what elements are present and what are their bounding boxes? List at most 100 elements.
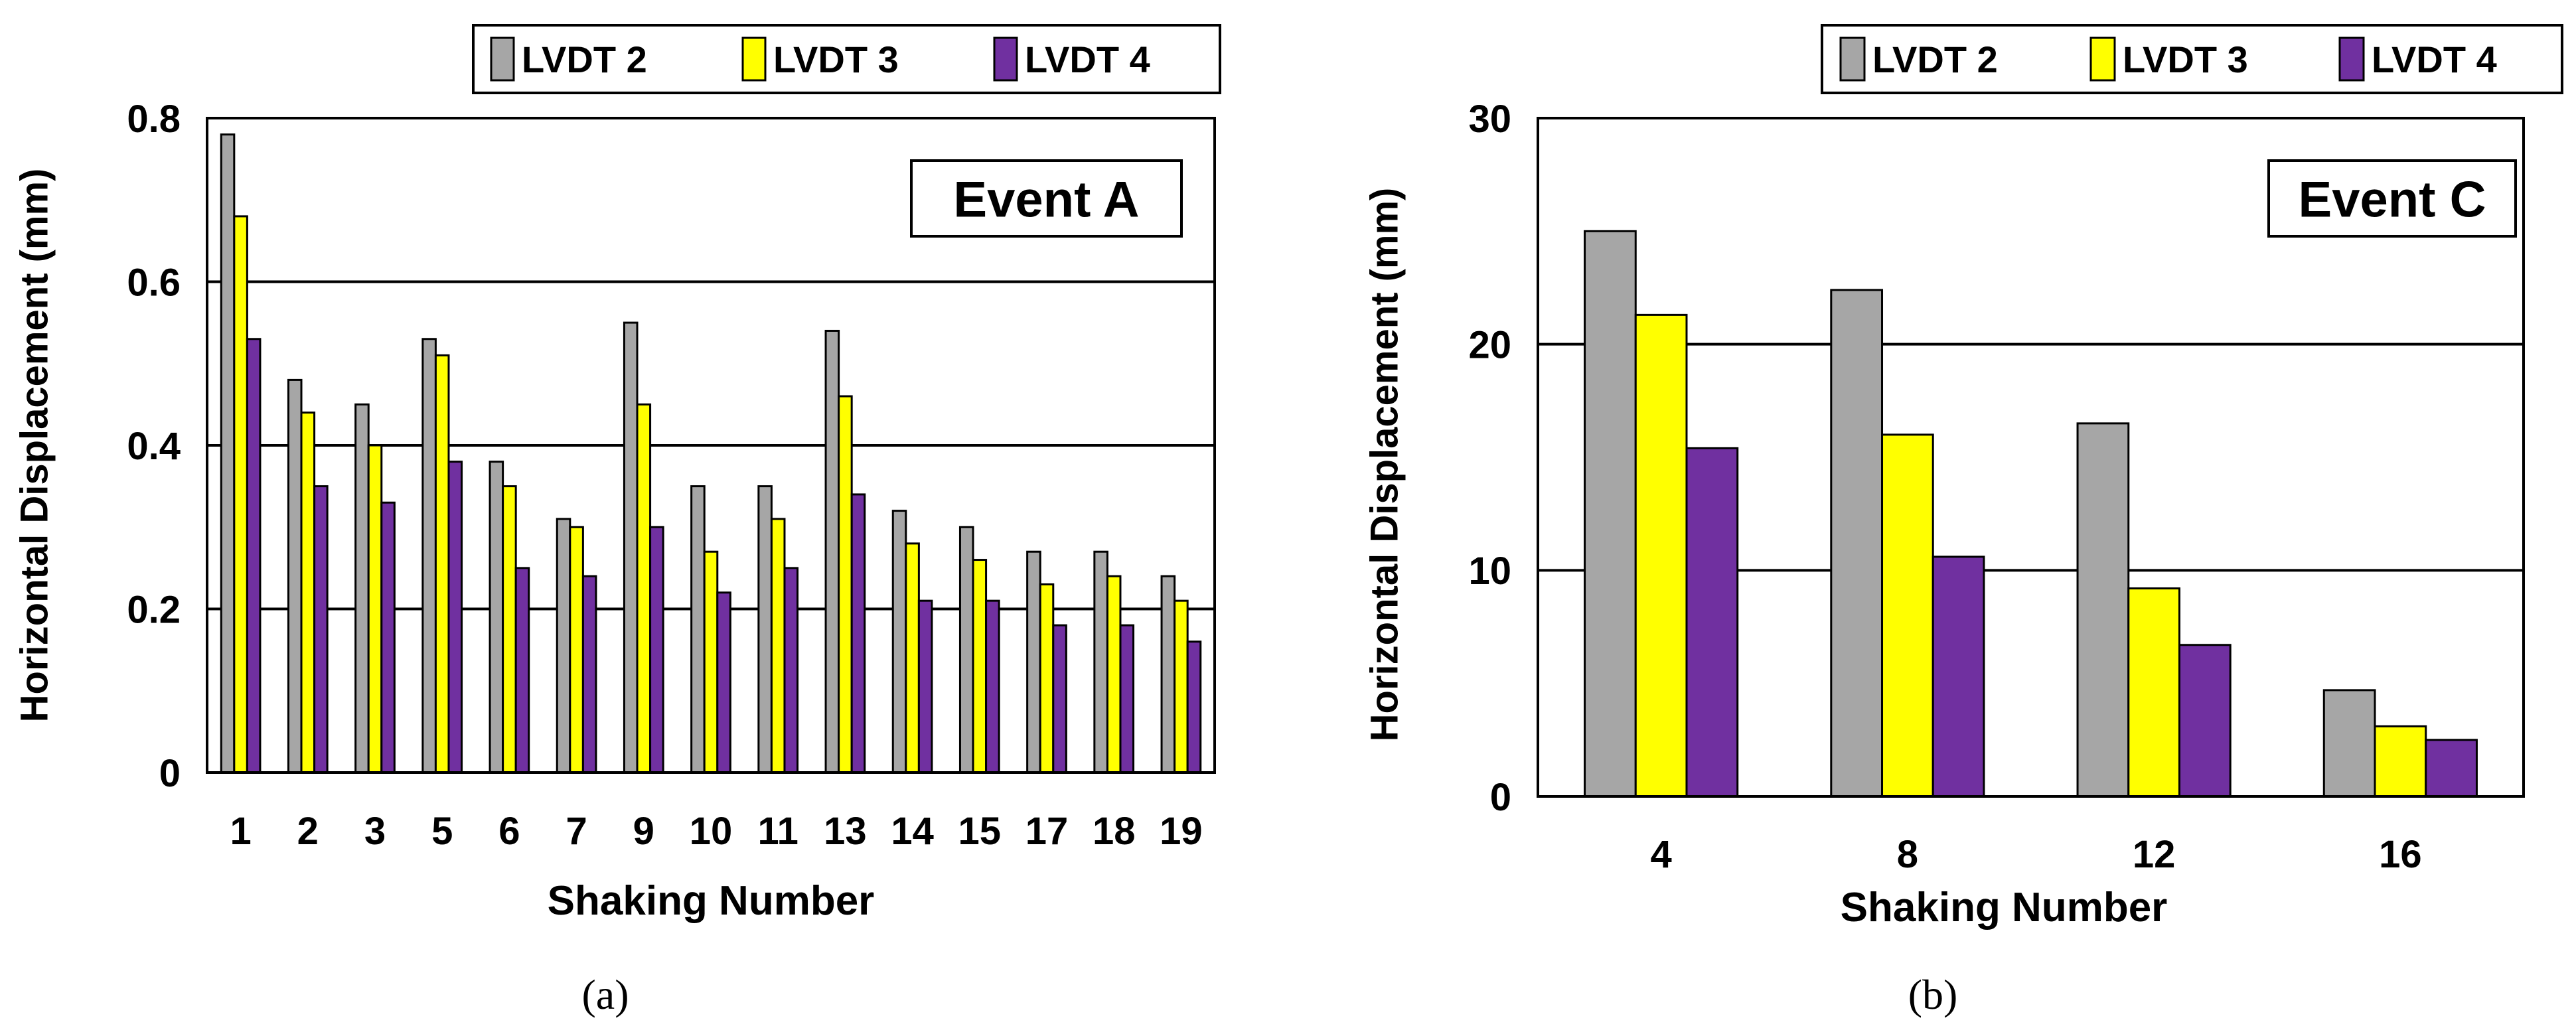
legend-box (1821, 24, 2563, 94)
x-tick-label: 6 (498, 810, 520, 853)
bar-lvdt2-15 (958, 526, 974, 774)
y-tick-label: 0 (1490, 776, 1511, 819)
bar-lvdt2-6 (489, 461, 504, 774)
bar-lvdt4-3 (380, 501, 396, 774)
legend-swatch-lvdt4 (993, 37, 1018, 82)
bar-lvdt2-14 (891, 510, 907, 774)
legend-label: LVDT 3 (773, 38, 899, 80)
y-axis-label: Horizontal Displacement (mm) (1363, 188, 1406, 742)
bar-lvdt2-4 (1584, 230, 1637, 798)
legend-label: LVDT 4 (1025, 38, 1150, 80)
bar-lvdt4-14 (917, 599, 933, 774)
bar-lvdt2-7 (556, 518, 571, 774)
x-tick-label: 14 (891, 810, 934, 853)
bar-lvdt4-6 (514, 567, 530, 774)
event-annotation: Event A (910, 159, 1183, 238)
bar-lvdt3-12 (2127, 587, 2180, 798)
x-tick-label: 13 (824, 810, 867, 853)
bar-lvdt3-15 (972, 559, 988, 774)
bar-lvdt4-8 (1932, 555, 1985, 798)
y-tick-label: 20 (1468, 324, 1511, 367)
bar-lvdt2-18 (1093, 550, 1108, 774)
bar-lvdt3-8 (1881, 433, 1934, 798)
bar-lvdt2-16 (2322, 689, 2376, 798)
legend-swatch-lvdt4 (2338, 37, 2365, 82)
bar-lvdt3-16 (2374, 725, 2427, 798)
x-tick-label: 8 (1897, 833, 1918, 876)
x-tick-label: 12 (2133, 833, 2176, 876)
bar-lvdt3-17 (1039, 583, 1055, 774)
bar-lvdt4-17 (1052, 624, 1067, 774)
x-tick-label: 9 (633, 810, 654, 853)
y-tick-label: 0.2 (127, 588, 181, 631)
legend-swatch-lvdt3 (2089, 37, 2116, 82)
y-tick-label: 10 (1468, 550, 1511, 593)
bar-lvdt4-11 (783, 567, 799, 774)
bar-lvdt3-14 (905, 542, 920, 774)
bar-lvdt2-19 (1160, 575, 1176, 774)
plot-frame (206, 117, 1216, 774)
bar-lvdt3-7 (569, 526, 584, 774)
bar-lvdt3-1 (233, 215, 248, 774)
bar-lvdt4-4 (1685, 447, 1739, 798)
bar-lvdt3-11 (770, 518, 786, 774)
x-tick-label: 10 (690, 810, 733, 853)
bar-lvdt4-18 (1119, 624, 1135, 774)
bar-lvdt4-2 (313, 485, 329, 774)
bar-lvdt4-15 (985, 599, 1000, 774)
bar-lvdt4-7 (581, 575, 597, 774)
bar-lvdt3-13 (838, 395, 853, 774)
chart-panel-a: 0 0.2 0.4 0.6 0.8 1 2 3 5 6 7 9 10 11 13 14 15 17 18 19 Shak… (13, 24, 1221, 1018)
legend-box (472, 24, 1221, 94)
legend: LVDT 2 LVDT 3 LVDT 4 (472, 24, 1221, 94)
bar-lvdt3-18 (1106, 575, 1122, 774)
annotation-box (2267, 159, 2517, 238)
annotation-label: Event A (953, 171, 1139, 228)
chart-panel-b: 0 10 20 30 4 8 12 16 Shaking Number Horizontal Di… (1363, 24, 2563, 1018)
legend: LVDT 2 LVDT 3 LVDT 4 (1821, 24, 2563, 94)
x-tick-label: 2 (297, 810, 319, 853)
y-tick-label: 0.4 (127, 425, 181, 468)
bar-lvdt3-6 (502, 485, 517, 774)
bar-lvdt3-4 (1634, 313, 1688, 798)
x-tick-label: 4 (1650, 833, 1671, 876)
x-tick-label: 5 (431, 810, 453, 853)
bar-lvdt3-9 (636, 403, 652, 774)
plot-frame (1537, 117, 2525, 798)
x-axis-label: Shaking Number (1841, 885, 2168, 930)
x-tick-label: 16 (2379, 833, 2422, 876)
legend-label: LVDT 4 (2372, 38, 2497, 80)
y-tick-label: 0.6 (127, 261, 181, 304)
x-tick-label: 19 (1160, 810, 1203, 853)
annotation-box (910, 159, 1183, 238)
x-tick-label: 17 (1025, 810, 1069, 853)
bar-lvdt2-8 (1830, 289, 1884, 798)
bar-lvdt2-3 (354, 403, 370, 774)
bar-lvdt3-5 (434, 354, 450, 774)
bar-lvdt4-12 (2178, 644, 2232, 798)
x-tick-label: 15 (958, 810, 1002, 853)
bar-lvdt3-2 (300, 411, 316, 774)
x-tick-label: 11 (758, 810, 798, 853)
bar-lvdt2-1 (220, 133, 236, 774)
bar-lvdt2-9 (623, 321, 639, 774)
bar-lvdt4-16 (2425, 739, 2478, 798)
bar-lvdt4-10 (716, 591, 731, 774)
bar-lvdt4-5 (447, 461, 463, 774)
legend-swatch-lvdt3 (741, 37, 767, 82)
x-axis-label: Shaking Number (548, 878, 875, 924)
bar-lvdt3-10 (703, 550, 719, 774)
legend-label: LVDT 2 (1872, 38, 1998, 80)
bar-lvdt2-11 (757, 485, 773, 774)
bar-lvdt4-13 (850, 493, 866, 774)
panel-label: (b) (1908, 971, 1958, 1018)
x-tick-label: 7 (566, 810, 587, 853)
y-tick-label: 0.8 (127, 98, 181, 141)
bar-lvdt4-19 (1186, 640, 1202, 774)
legend-swatch-lvdt2 (1839, 37, 1866, 82)
bar-lvdt4-9 (649, 526, 664, 774)
bar-lvdt2-10 (690, 485, 706, 774)
bar-lvdt4-1 (246, 338, 262, 774)
legend-label: LVDT 3 (2123, 38, 2248, 80)
